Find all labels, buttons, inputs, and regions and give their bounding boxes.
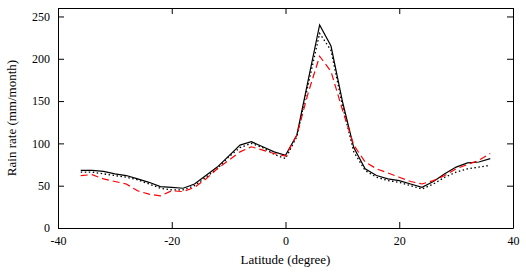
tick-mark bbox=[507, 16, 513, 17]
tick-mark bbox=[58, 59, 64, 60]
tick-mark bbox=[172, 222, 173, 228]
axis-line bbox=[59, 228, 514, 229]
plot: -40 -20 0 20 40 0 50 100 150 200 250 bbox=[32, 8, 520, 248]
tick: 0 bbox=[44, 221, 64, 235]
y-axis-right bbox=[507, 9, 514, 229]
tick-mark bbox=[507, 143, 513, 144]
tick: -20 bbox=[164, 222, 180, 248]
tick-mark bbox=[507, 228, 513, 229]
tick: 150 bbox=[32, 94, 64, 108]
tick-label: 20 bbox=[394, 234, 406, 248]
tick bbox=[58, 8, 59, 14]
tick-label: 40 bbox=[508, 234, 520, 248]
tick-label: 250 bbox=[32, 10, 50, 24]
tick: 250 bbox=[32, 10, 64, 24]
tick-mark bbox=[58, 186, 64, 187]
tick: 100 bbox=[32, 137, 64, 151]
tick: 50 bbox=[38, 179, 64, 193]
chart: -40 -20 0 20 40 0 50 100 150 200 250 Latitude (degr… bbox=[0, 0, 526, 272]
axis-line bbox=[58, 9, 59, 229]
tick-mark bbox=[58, 8, 59, 14]
tick-mark bbox=[58, 16, 64, 17]
tick-mark bbox=[507, 186, 513, 187]
x-axis-title: Latitude (degree) bbox=[241, 252, 331, 267]
tick-mark bbox=[286, 222, 287, 228]
x-axis: -40 -20 0 20 40 bbox=[51, 222, 520, 248]
axis-line bbox=[513, 9, 514, 229]
tick-mark bbox=[172, 8, 173, 14]
tick-label: -40 bbox=[51, 234, 67, 248]
tick-mark bbox=[399, 8, 400, 14]
tick: 0 bbox=[283, 222, 289, 248]
tick bbox=[507, 228, 513, 229]
tick bbox=[507, 59, 513, 60]
tick-label: 50 bbox=[38, 179, 50, 193]
y-axis: 0 50 100 150 200 250 bbox=[32, 9, 64, 236]
tick bbox=[507, 143, 513, 144]
tick bbox=[172, 8, 173, 14]
series-line bbox=[81, 33, 491, 190]
tick-mark bbox=[507, 101, 513, 102]
tick: 200 bbox=[32, 52, 64, 66]
tick bbox=[507, 101, 513, 102]
tick bbox=[507, 16, 513, 17]
tick bbox=[507, 186, 513, 187]
tick-label: 200 bbox=[32, 52, 50, 66]
y-axis-title: Rain rate (mm/month) bbox=[4, 60, 19, 176]
tick-label: 150 bbox=[32, 94, 50, 108]
tick-mark bbox=[58, 228, 64, 229]
series-line bbox=[81, 25, 491, 188]
lines bbox=[81, 25, 491, 196]
tick-mark bbox=[58, 101, 64, 102]
series-line bbox=[81, 56, 491, 196]
tick bbox=[286, 8, 287, 14]
tick-mark bbox=[507, 59, 513, 60]
tick-label: -20 bbox=[164, 234, 180, 248]
tick bbox=[399, 8, 400, 14]
tick: 20 bbox=[394, 222, 406, 248]
tick-label: 0 bbox=[283, 234, 289, 248]
tick-mark bbox=[58, 143, 64, 144]
tick-mark bbox=[286, 8, 287, 14]
tick-label: 0 bbox=[44, 221, 50, 235]
x-axis-top bbox=[59, 8, 514, 14]
tick-label: 100 bbox=[32, 137, 50, 151]
tick-mark bbox=[399, 222, 400, 228]
